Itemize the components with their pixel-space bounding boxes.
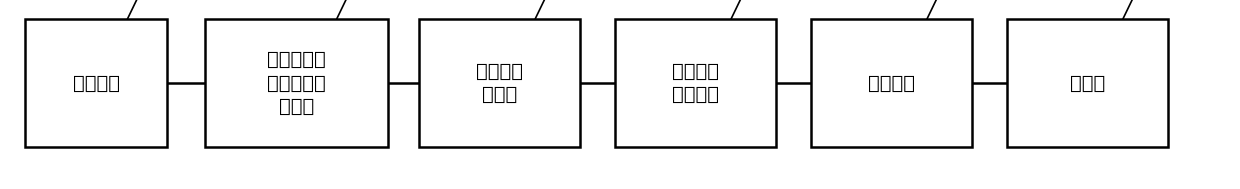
Text: 监控端: 监控端 xyxy=(1070,74,1105,93)
Text: 空芯光子带
隙型光子晶
体光纤: 空芯光子带 隙型光子晶 体光纤 xyxy=(267,50,326,116)
Bar xyxy=(811,19,972,147)
Text: 半导体光
电探测器: 半导体光 电探测器 xyxy=(672,62,719,104)
Text: 分析系统: 分析系统 xyxy=(868,74,915,93)
Bar xyxy=(205,19,388,147)
Text: 激光光源: 激光光源 xyxy=(73,74,119,93)
Text: 掺铒光纤
放大器: 掺铒光纤 放大器 xyxy=(476,62,523,104)
Bar xyxy=(615,19,776,147)
Bar xyxy=(25,19,167,147)
Bar xyxy=(419,19,580,147)
Bar xyxy=(1007,19,1168,147)
